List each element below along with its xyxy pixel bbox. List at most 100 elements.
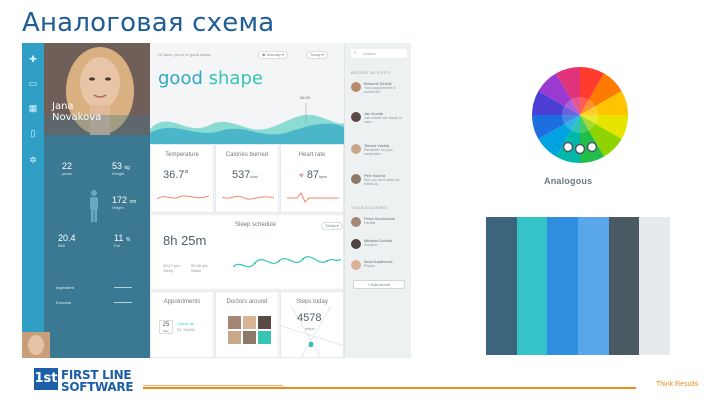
footer-divider-thin bbox=[143, 385, 283, 386]
avatar bbox=[351, 174, 361, 184]
steps-title: Steps today bbox=[296, 299, 328, 305]
appointment-day: 25 bbox=[162, 322, 170, 328]
sleep-card[interactable]: Sleep schedule Today ▾ 8h 25m 06:17 pm S… bbox=[150, 214, 344, 290]
stat-fat-unit: % bbox=[125, 237, 131, 243]
wave-value: 36.93 bbox=[300, 95, 311, 100]
message-text: See you next week for follow-up bbox=[364, 178, 400, 187]
stat-age: 22 years bbox=[62, 161, 72, 176]
sleep-chart bbox=[233, 256, 341, 268]
profile-row-ingredient[interactable]: Ingredient bbox=[56, 285, 74, 290]
search-input[interactable]: ⌕ Search bbox=[351, 49, 407, 58]
add-doctor-button[interactable]: + Add doctor bbox=[353, 280, 405, 289]
color-palette bbox=[486, 217, 671, 355]
appointment-detail: Check up bbox=[177, 321, 194, 326]
search-icon: ⌕ bbox=[354, 50, 357, 56]
avatar bbox=[351, 239, 361, 249]
temperature-card[interactable]: Temperature 36.7° bbox=[150, 144, 214, 213]
doctor-role: Surgeon bbox=[364, 243, 378, 247]
calendar-icon[interactable]: ▦ bbox=[28, 103, 38, 113]
stat-height-label: Height bbox=[112, 205, 124, 210]
sleep-stat-1-value: 06:17 pm bbox=[163, 263, 180, 268]
list-item[interactable]: Ilona Kadlecová Physio bbox=[351, 259, 409, 281]
gear-icon[interactable]: ✲ bbox=[29, 155, 37, 165]
heart-rate-sparkline bbox=[287, 192, 339, 203]
calories-title: Calories burned bbox=[225, 152, 269, 158]
sleep-filter-select[interactable]: Today ▾ bbox=[321, 222, 343, 230]
profile-row-line bbox=[114, 302, 132, 303]
list-item[interactable]: Petr Kučera See you next week for follow… bbox=[351, 173, 409, 195]
message-text: Lab results are ready to view bbox=[364, 116, 402, 125]
doctors-around-card[interactable]: Doctors around bbox=[215, 291, 279, 358]
doctor-role: Dentist bbox=[364, 221, 376, 225]
swatch-charcoal bbox=[608, 217, 640, 355]
filter-day-select[interactable]: ◉ Monday ▾ bbox=[258, 51, 288, 59]
profile-row-exercise[interactable]: Exercise bbox=[56, 300, 72, 305]
avatar[interactable] bbox=[22, 332, 50, 358]
profile-first-name: Jana bbox=[52, 101, 74, 112]
search-placeholder: Search bbox=[363, 51, 376, 56]
monitor-icon[interactable]: ▭ bbox=[28, 78, 38, 88]
headline: good shape bbox=[158, 68, 263, 89]
message-text: Reminder for your medication bbox=[364, 148, 393, 157]
appointment-doctor: Dr. Sevčík bbox=[177, 327, 196, 332]
icon-rail: ✚ ▭ ▦ ▯ ✲ bbox=[22, 43, 44, 358]
avatar bbox=[351, 217, 361, 227]
stat-weight-label: Weight bbox=[112, 171, 125, 176]
company-logo-line-2: SOFTWARE bbox=[61, 380, 134, 394]
stat-height: 172 cm Height bbox=[112, 195, 136, 210]
list-item[interactable]: Jan Novák Lab results are ready to view bbox=[351, 111, 409, 133]
list-item[interactable]: Bohumil Sevčík Your appointment is confi… bbox=[351, 81, 409, 103]
your-doctors-heading: YOUR DOCTORS bbox=[351, 205, 388, 210]
sleep-filter-label: Today bbox=[325, 223, 336, 228]
filter-period-select[interactable]: Today ▾ bbox=[306, 51, 328, 59]
sleep-value: 8h 25m bbox=[163, 233, 207, 248]
heart-icon: ♥ bbox=[299, 171, 304, 180]
doctor-name: Petra Svobodová bbox=[364, 216, 395, 221]
calories-number: 537 bbox=[232, 169, 251, 181]
wheel-label: Analogous bbox=[544, 176, 593, 186]
color-wheel-icon bbox=[532, 66, 628, 164]
list-item[interactable]: Tereza Veselá Reminder for your medicati… bbox=[351, 143, 409, 165]
steps-map bbox=[281, 306, 345, 358]
steps-card[interactable]: Steps today 4578 steps bbox=[280, 291, 345, 358]
profile-name: Jana Novakova bbox=[52, 101, 101, 123]
steps-value: 4578 bbox=[297, 312, 322, 324]
sleep-stat-2-label: Wake bbox=[191, 268, 202, 273]
stat-bmi-value: 20.4 bbox=[58, 233, 76, 243]
calories-card[interactable]: Calories burned 537kcal bbox=[215, 144, 279, 213]
steps-unit: steps bbox=[305, 326, 315, 331]
message-sender: Jan Novák bbox=[364, 111, 383, 116]
doctor-name: Miloslav Dvořák bbox=[364, 238, 393, 243]
footer-divider bbox=[143, 387, 636, 389]
avatar bbox=[351, 112, 361, 122]
stat-height-value: 172 bbox=[112, 195, 128, 205]
appointments-card[interactable]: Appointments 25 Nov Check up Dr. Sevčík bbox=[150, 291, 214, 358]
list-item[interactable]: Petra Svobodová Dentist bbox=[351, 216, 409, 238]
filter-period-label: Today bbox=[310, 52, 321, 57]
company-logo-mark: 1st bbox=[34, 368, 58, 390]
list-item[interactable]: Miloslav Dvořák Surgeon bbox=[351, 238, 409, 260]
company-tagline: Think Results bbox=[656, 381, 699, 388]
message-sender: Tereza Veselá bbox=[364, 143, 390, 148]
sleep-stat-1-label: Sleep bbox=[163, 268, 174, 273]
appointment-date: 25 Nov bbox=[159, 320, 173, 334]
temperature-title: Temperature bbox=[165, 152, 199, 158]
pulse-icon[interactable]: ✚ bbox=[29, 54, 37, 64]
swatch-slate-blue bbox=[486, 217, 517, 355]
headline-word-1: good bbox=[158, 68, 203, 89]
heart-rate-value: ♥ 87bpm bbox=[299, 169, 327, 181]
swatch-teal bbox=[516, 217, 548, 355]
stat-fat-value: 11 bbox=[114, 233, 124, 243]
headline-word-2: shape bbox=[208, 68, 263, 89]
clipboard-icon[interactable]: ▯ bbox=[30, 128, 36, 138]
calories-unit: kcal bbox=[250, 174, 258, 179]
recent-activity-heading: RECENT ACTIVITY bbox=[351, 70, 391, 75]
heart-rate-card[interactable]: Heart rate ♥ 87bpm bbox=[280, 144, 344, 213]
profile-panel: Jana Novakova 22 years 53 kg Weight 172 bbox=[22, 43, 150, 358]
sleep-stat-1: 06:17 pm Sleep bbox=[163, 263, 180, 273]
sleep-title: Sleep schedule bbox=[235, 222, 277, 228]
stat-weight: 53 kg Weight bbox=[112, 161, 130, 176]
temperature-value: 36.7° bbox=[163, 169, 189, 181]
message-sender: Petr Kučera bbox=[364, 173, 386, 178]
doctor-name: Ilona Kadlecová bbox=[364, 259, 393, 264]
